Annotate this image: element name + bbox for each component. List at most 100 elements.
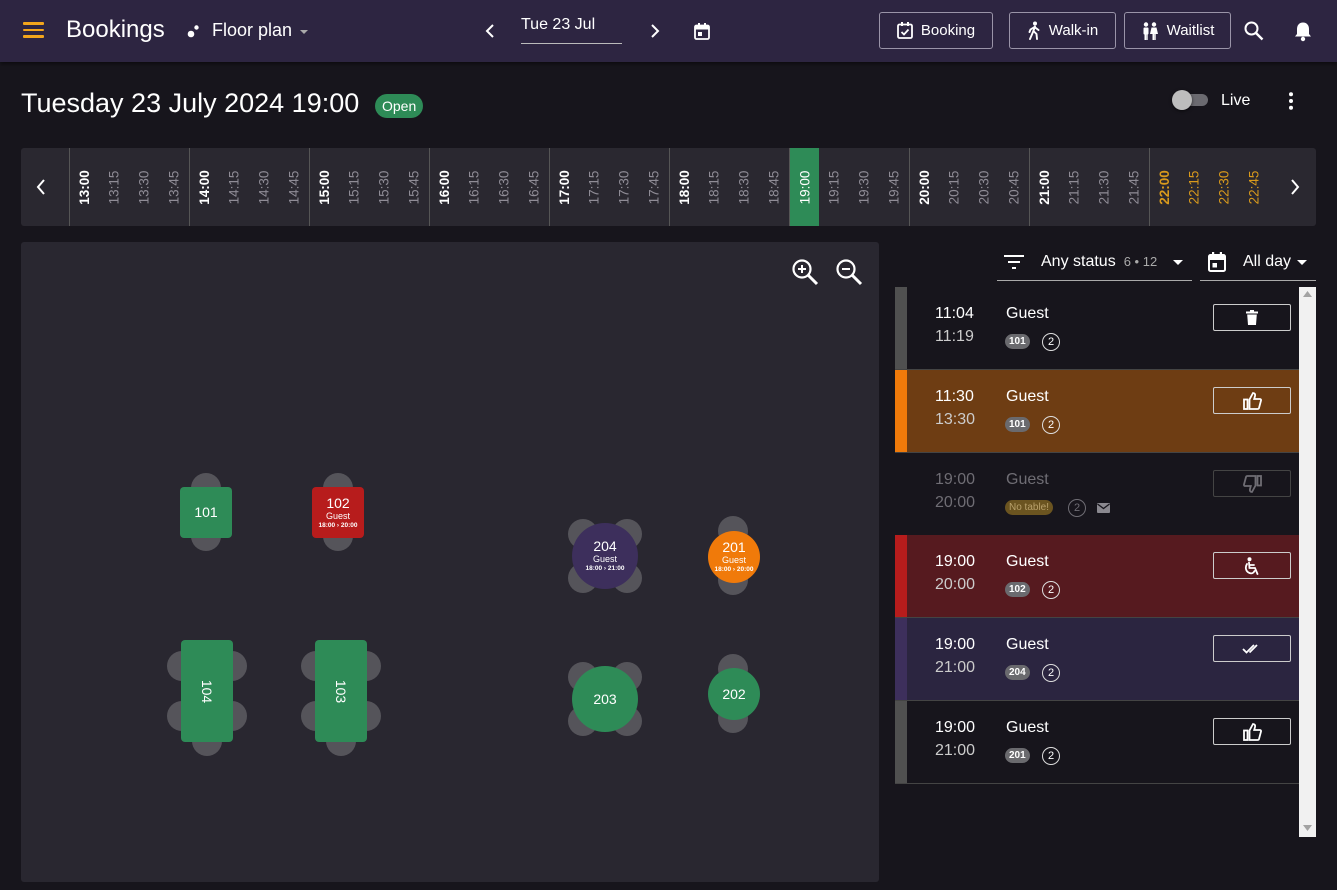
zoom-out-button[interactable]	[833, 256, 865, 288]
party-size: 2	[1042, 416, 1060, 434]
floor-plan-canvas[interactable]: 101 102 Guest 18:00 › 20:00 204 Guest 18…	[21, 242, 879, 882]
booking-row[interactable]: 11:30 13:30 Guest 101 2	[895, 370, 1299, 453]
table-204[interactable]: 204 Guest 18:00 › 21:00	[572, 523, 638, 589]
table-101[interactable]: 101	[180, 487, 232, 538]
time-slot[interactable]: 21:45	[1119, 148, 1149, 226]
time-slot[interactable]: 18:15	[699, 148, 729, 226]
time-slot[interactable]: 15:45	[399, 148, 429, 226]
time-slot[interactable]: 14:30	[249, 148, 279, 226]
time-slot[interactable]: 17:15	[579, 148, 609, 226]
table-102[interactable]: 102 Guest 18:00 › 20:00	[312, 487, 364, 538]
search-button[interactable]	[1242, 19, 1266, 43]
time-slot[interactable]: 14:00	[189, 148, 219, 226]
live-toggle[interactable]	[1172, 90, 1209, 110]
time-slot-label: 17:15	[586, 170, 602, 204]
booking-start: 19:00	[935, 471, 976, 488]
time-slot[interactable]: 13:30	[129, 148, 159, 226]
time-slot-label: 20:15	[946, 170, 962, 204]
seat-guest-button[interactable]	[1213, 552, 1291, 579]
time-slot[interactable]: 16:45	[519, 148, 549, 226]
booking-row[interactable]: 19:00 20:00 Guest No table! 2	[895, 453, 1299, 536]
booking-row[interactable]: 19:00 21:00 Guest 201 2	[895, 701, 1299, 784]
time-slot[interactable]: 16:00	[429, 148, 459, 226]
more-options-button[interactable]	[1280, 90, 1302, 112]
booking-row[interactable]: 19:00 20:00 Guest 102 2	[895, 535, 1299, 618]
time-slot[interactable]: 16:30	[489, 148, 519, 226]
new-booking-button[interactable]: Booking	[879, 12, 993, 49]
time-slot[interactable]: 15:30	[369, 148, 399, 226]
time-slot[interactable]: 18:00	[669, 148, 699, 226]
bookings-scrollbar[interactable]	[1299, 287, 1316, 837]
date-picker-button[interactable]	[692, 20, 712, 42]
booking-end: 20:00	[935, 576, 976, 593]
next-day-button[interactable]	[645, 20, 665, 42]
time-slot[interactable]: 21:30	[1089, 148, 1119, 226]
time-slot[interactable]: 20:45	[999, 148, 1029, 226]
delete-booking-button[interactable]	[1213, 304, 1291, 331]
time-slot[interactable]: 13:15	[99, 148, 129, 226]
zoom-in-button[interactable]	[789, 256, 821, 288]
time-slot[interactable]: 22:00	[1149, 148, 1179, 226]
confirm-booking-button[interactable]	[1213, 387, 1291, 414]
waitlist-button[interactable]: Waitlist	[1124, 12, 1231, 49]
complete-booking-button[interactable]	[1213, 635, 1291, 662]
previous-day-button[interactable]	[480, 20, 500, 42]
time-slot[interactable]: 22:45	[1239, 148, 1269, 226]
notifications-button[interactable]	[1291, 18, 1315, 44]
time-slot[interactable]: 20:30	[969, 148, 999, 226]
reject-booking-button[interactable]	[1213, 470, 1291, 497]
timeline-next-button[interactable]	[1283, 175, 1307, 199]
time-slot[interactable]: 19:15	[819, 148, 849, 226]
booking-row[interactable]: 19:00 21:00 Guest 204 2	[895, 618, 1299, 701]
mail-icon	[1097, 503, 1110, 513]
time-slot[interactable]: 14:45	[279, 148, 309, 226]
time-slot-label: 15:15	[346, 170, 362, 204]
time-slot[interactable]: 20:00	[909, 148, 939, 226]
time-slot[interactable]: 21:15	[1059, 148, 1089, 226]
table-number: 103	[333, 679, 350, 703]
table-202[interactable]: 202	[708, 668, 760, 720]
time-slot[interactable]: 22:30	[1209, 148, 1239, 226]
table-number: 204	[593, 538, 617, 554]
live-label: Live	[1221, 92, 1251, 109]
confirm-booking-button[interactable]	[1213, 718, 1291, 745]
timeline-prev-button[interactable]	[29, 175, 53, 199]
table-103[interactable]: 103	[315, 640, 367, 742]
table-number: 102	[326, 494, 350, 511]
walk-in-button[interactable]: Walk-in	[1009, 12, 1116, 49]
time-slot[interactable]: 17:45	[639, 148, 669, 226]
time-slot[interactable]: 22:15	[1179, 148, 1209, 226]
time-slot[interactable]: 20:15	[939, 148, 969, 226]
booking-row[interactable]: 11:04 11:19 Guest 101 2	[895, 287, 1299, 370]
time-slot-label: 14:30	[256, 170, 272, 204]
menu-icon[interactable]	[23, 22, 44, 38]
guest-name: Guest	[1006, 719, 1049, 736]
time-slot[interactable]: 17:00	[549, 148, 579, 226]
time-slot[interactable]: 13:45	[159, 148, 189, 226]
time-slot[interactable]: 21:00	[1029, 148, 1059, 226]
day-filter[interactable]: All day	[1200, 243, 1316, 281]
guest-name: Guest	[1006, 388, 1049, 405]
date-input[interactable]: Tue 23 Jul	[521, 16, 622, 44]
time-slot[interactable]: 18:45	[759, 148, 789, 226]
view-selector[interactable]: Floor plan	[186, 20, 309, 41]
table-201[interactable]: 201 Guest 18:00 › 20:00	[708, 531, 760, 583]
booking-start: 19:00	[935, 553, 976, 570]
time-slot[interactable]: 19:30	[849, 148, 879, 226]
time-slot[interactable]: 19:45	[879, 148, 909, 226]
time-slot-label: 18:45	[766, 170, 782, 204]
time-slot[interactable]: 15:00	[309, 148, 339, 226]
chevron-down-icon	[1297, 260, 1308, 265]
time-slot[interactable]: 16:15	[459, 148, 489, 226]
time-slot-label: 19:30	[856, 170, 872, 204]
time-slot[interactable]: 18:30	[729, 148, 759, 226]
time-slot[interactable]: 14:15	[219, 148, 249, 226]
time-slot[interactable]: 19:00	[789, 148, 819, 226]
time-slot[interactable]: 15:15	[339, 148, 369, 226]
time-slot[interactable]: 17:30	[609, 148, 639, 226]
more-vert-icon	[1289, 92, 1293, 110]
status-filter[interactable]: Any status 6 • 12	[997, 243, 1192, 281]
time-slot[interactable]: 13:00	[69, 148, 99, 226]
table-104[interactable]: 104	[181, 640, 233, 742]
table-203[interactable]: 203	[572, 666, 638, 732]
